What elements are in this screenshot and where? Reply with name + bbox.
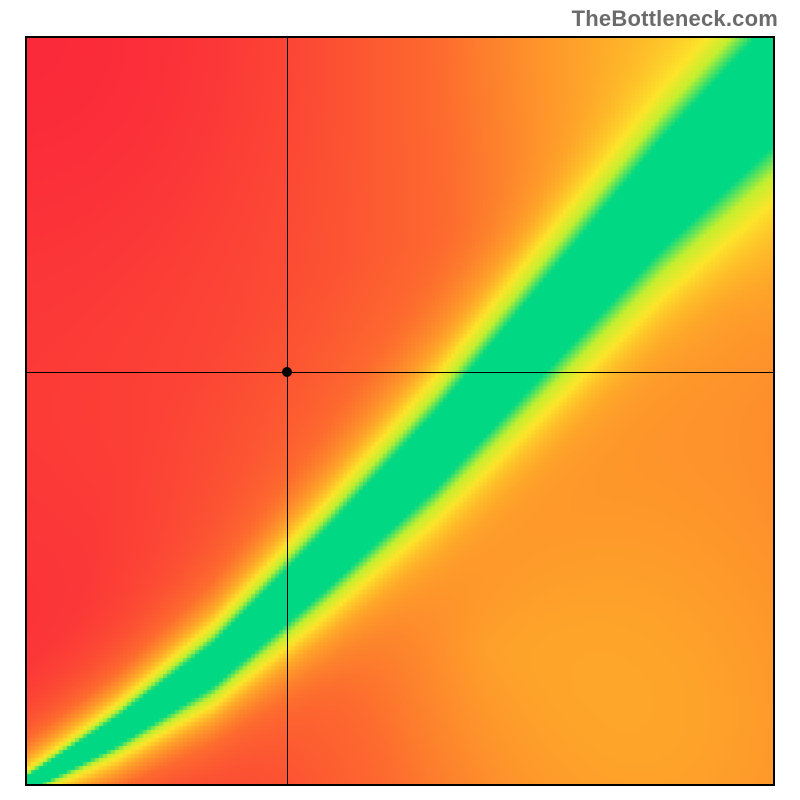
- watermark-label: TheBottleneck.com: [572, 6, 778, 32]
- chart-frame: [25, 36, 775, 786]
- marker-dot: [282, 367, 292, 377]
- crosshair-horizontal: [27, 372, 773, 373]
- heatmap-canvas: [27, 38, 773, 784]
- crosshair-vertical: [287, 38, 288, 784]
- chart-wrapper: TheBottleneck.com: [0, 0, 800, 800]
